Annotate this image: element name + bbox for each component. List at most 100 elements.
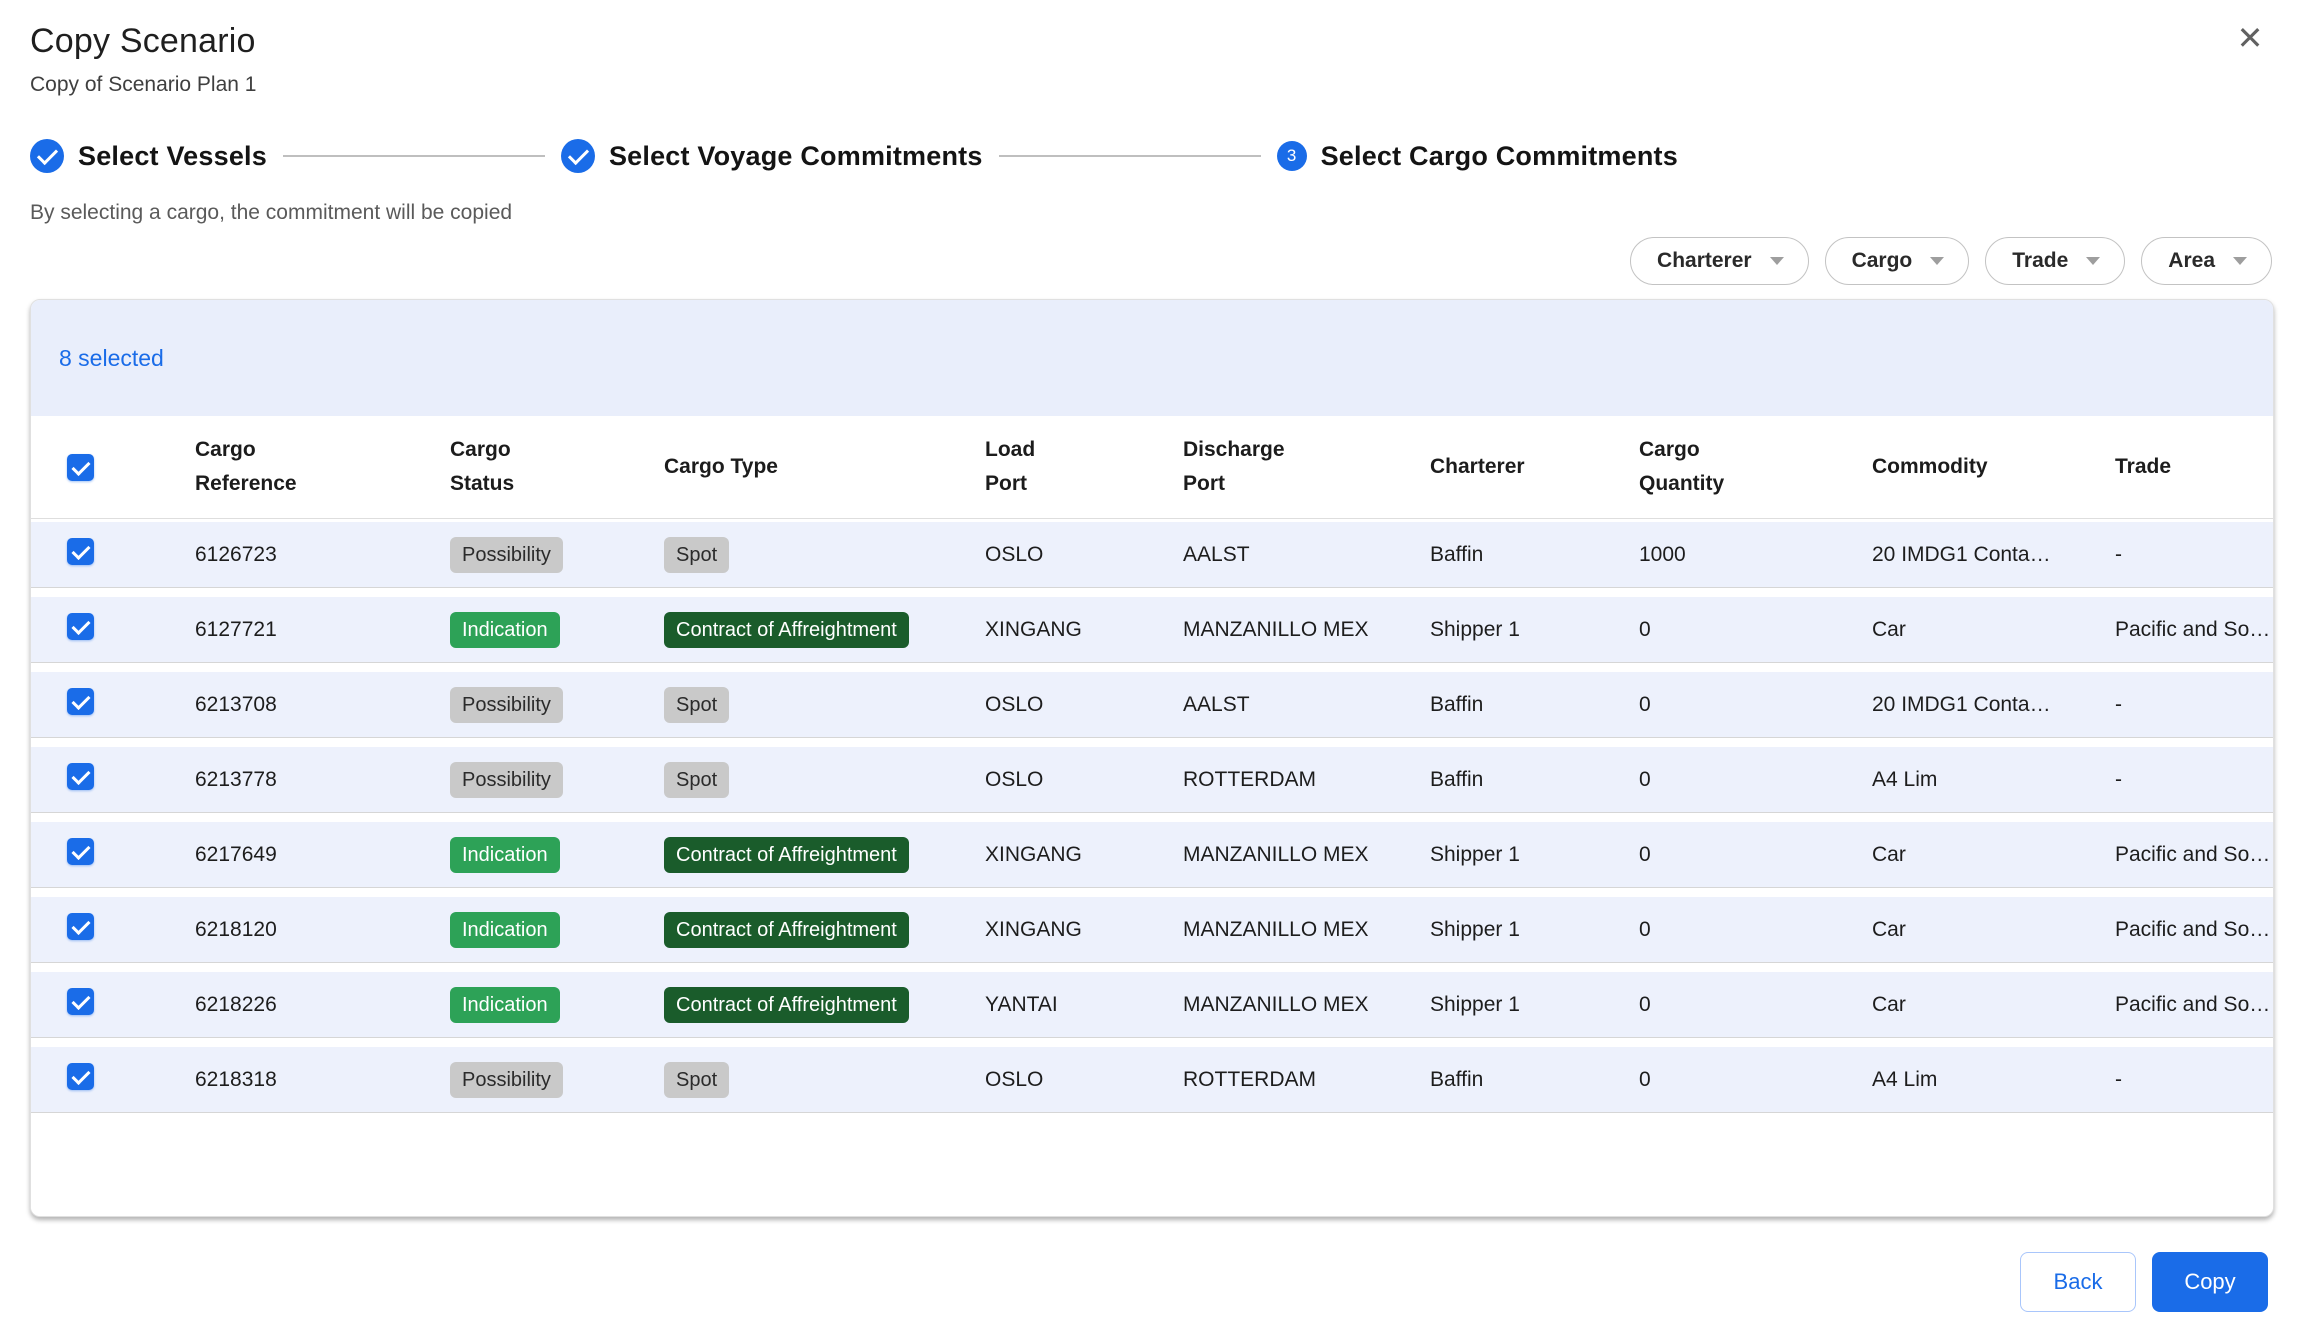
filter-label: Area <box>2168 249 2215 272</box>
cell-load-port: XINGANG <box>985 842 1082 866</box>
column-header-commodity: Commodity <box>1872 455 1988 479</box>
cell-cargo-reference: 6213708 <box>195 692 277 716</box>
cell-load-port: XINGANG <box>985 917 1082 941</box>
cell-cargo-type: Contract of Affreightment <box>664 911 985 948</box>
step-select-vessels[interactable]: Select Vessels <box>30 139 267 173</box>
cell-cargo-quantity: 0 <box>1639 992 1651 1016</box>
cell-commodity: Car <box>1872 917 1906 941</box>
cargo-type-badge: Spot <box>664 686 730 723</box>
cell-cargo-type: Spot <box>664 686 985 723</box>
table-row[interactable]: 6126723 Possibility Spot OSLO AALST Baff… <box>31 522 2273 588</box>
row-select-cell <box>31 838 195 871</box>
step-select-cargo-commitments[interactable]: 3 Select Cargo Commitments <box>1276 141 1678 172</box>
dialog-footer: Back Copy <box>2020 1252 2268 1312</box>
table-row[interactable]: 6213708 Possibility Spot OSLO AALST Baff… <box>31 672 2273 738</box>
row-checkbox[interactable] <box>67 838 94 865</box>
cargo-status-badge: Indication <box>450 911 560 948</box>
column-header-load-port: Load Port <box>985 438 1036 495</box>
row-select-cell <box>31 988 195 1021</box>
cell-charterer: Baffin <box>1430 542 1484 566</box>
cell-trade: - <box>2115 692 2122 716</box>
cell-cargo-status: Possibility <box>450 761 664 798</box>
cargo-commitments-table: 8 selected Cargo Reference Cargo Status … <box>30 299 2274 1217</box>
row-checkbox[interactable] <box>67 1063 94 1090</box>
row-checkbox[interactable] <box>67 613 94 640</box>
cell-cargo-status: Possibility <box>450 536 664 573</box>
cell-load-port: OSLO <box>985 767 1044 791</box>
cell-load-port: OSLO <box>985 1067 1044 1091</box>
table-row[interactable]: 6127721 Indication Contract of Affreight… <box>31 597 2273 663</box>
row-select-cell <box>31 538 195 571</box>
column-header-cargo-type: Cargo Type <box>664 455 778 479</box>
step-complete-check-icon <box>560 139 595 173</box>
cell-cargo-reference: 6127721 <box>195 617 277 641</box>
helper-text: By selecting a cargo, the commitment wil… <box>30 201 513 224</box>
cell-cargo-quantity: 0 <box>1639 692 1651 716</box>
filter-cargo[interactable]: Cargo <box>1824 237 1970 285</box>
cell-cargo-reference: 6218120 <box>195 917 277 941</box>
step-number-badge: 3 <box>1276 141 1307 171</box>
row-checkbox[interactable] <box>67 988 94 1015</box>
cell-trade: - <box>2115 1067 2122 1091</box>
cell-trade: Pacific and So… <box>2115 992 2271 1016</box>
cargo-status-badge: Indication <box>450 836 560 873</box>
cargo-status-badge: Possibility <box>450 686 563 723</box>
cell-commodity: Car <box>1872 842 1906 866</box>
cell-cargo-status: Indication <box>450 611 664 648</box>
cell-charterer: Shipper 1 <box>1430 992 1520 1016</box>
cell-cargo-quantity: 1000 <box>1639 542 1686 566</box>
column-header-cargo-status: Cargo Status <box>450 438 515 495</box>
row-select-cell <box>31 913 195 946</box>
back-button[interactable]: Back <box>2020 1252 2136 1312</box>
cell-cargo-type: Spot <box>664 536 985 573</box>
table-row[interactable]: 6217649 Indication Contract of Affreight… <box>31 822 2273 888</box>
cell-discharge-port: AALST <box>1183 692 1250 716</box>
cell-load-port: OSLO <box>985 692 1044 716</box>
cell-cargo-reference: 6126723 <box>195 542 277 566</box>
table-row[interactable]: 6218318 Possibility Spot OSLO ROTTERDAM … <box>31 1047 2273 1113</box>
filter-charterer[interactable]: Charterer <box>1630 237 1809 285</box>
row-checkbox[interactable] <box>67 913 94 940</box>
cell-discharge-port: MANZANILLO MEX <box>1183 992 1369 1016</box>
step-select-voyage-commitments[interactable]: Select Voyage Commitments <box>560 139 983 173</box>
cell-cargo-quantity: 0 <box>1639 917 1651 941</box>
dialog-title: Copy Scenario <box>30 22 256 60</box>
table-row[interactable]: 6218120 Indication Contract of Affreight… <box>31 897 2273 963</box>
step-connector <box>282 155 545 157</box>
row-checkbox[interactable] <box>67 538 94 565</box>
step-label: Select Vessels <box>78 140 267 171</box>
cargo-status-badge: Possibility <box>450 536 563 573</box>
step-connector <box>998 155 1261 157</box>
column-header-charterer: Charterer <box>1430 455 1525 479</box>
cell-commodity: 20 IMDG1 Conta… <box>1872 542 2051 566</box>
table-row[interactable]: 6213778 Possibility Spot OSLO ROTTERDAM … <box>31 747 2273 813</box>
row-checkbox[interactable] <box>67 688 94 715</box>
cell-commodity: Car <box>1872 617 1906 641</box>
cargo-type-badge: Spot <box>664 761 730 798</box>
cell-cargo-type: Spot <box>664 761 985 798</box>
cell-cargo-type: Spot <box>664 1061 985 1098</box>
filter-area[interactable]: Area <box>2141 237 2272 285</box>
table-row[interactable]: 6218226 Indication Contract of Affreight… <box>31 972 2273 1038</box>
select-all-checkbox[interactable] <box>67 453 94 481</box>
table-body: 6126723 Possibility Spot OSLO AALST Baff… <box>31 519 2273 1216</box>
row-select-cell <box>31 763 195 796</box>
cell-trade: - <box>2115 542 2122 566</box>
cell-discharge-port: MANZANILLO MEX <box>1183 842 1369 866</box>
cell-discharge-port: AALST <box>1183 542 1250 566</box>
column-header-trade: Trade <box>2115 455 2172 479</box>
cell-discharge-port: MANZANILLO MEX <box>1183 617 1369 641</box>
table-header-row: Cargo Reference Cargo Status Cargo Type … <box>31 416 2273 519</box>
column-header-cargo-quantity: Cargo Quantity <box>1639 438 1725 495</box>
cargo-status-badge: Indication <box>450 986 560 1023</box>
close-icon[interactable]: ✕ <box>2228 16 2272 60</box>
copy-button[interactable]: Copy <box>2152 1252 2268 1312</box>
row-checkbox[interactable] <box>67 763 94 790</box>
selection-banner: 8 selected <box>31 300 2273 416</box>
filter-trade[interactable]: Trade <box>1985 237 2126 285</box>
step-label: Select Voyage Commitments <box>608 140 983 171</box>
cell-cargo-type: Contract of Affreightment <box>664 986 985 1023</box>
filter-bar: Charterer Cargo Trade Area <box>0 237 2272 285</box>
cell-charterer: Baffin <box>1430 1067 1484 1091</box>
